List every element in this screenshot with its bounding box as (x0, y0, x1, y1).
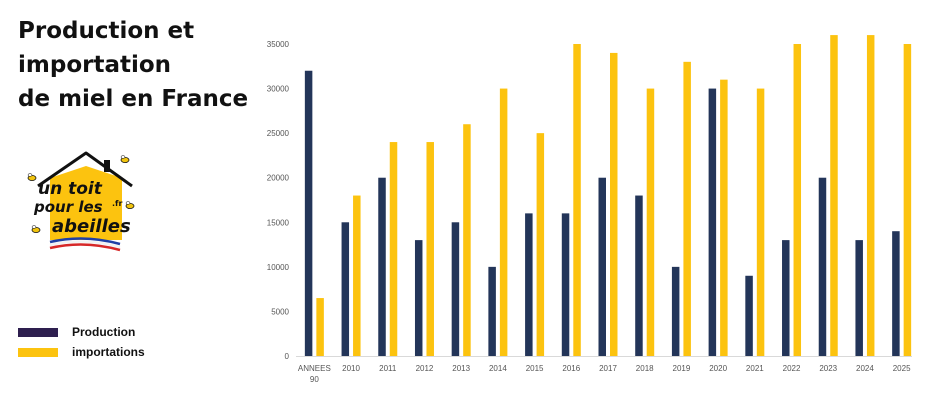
bar-production (304, 70, 313, 356)
bar-production (414, 240, 423, 356)
svg-text:un toit: un toit (38, 179, 103, 199)
y-tick-label: 10000 (267, 263, 290, 272)
x-tick-label: 2021 (746, 364, 764, 373)
x-tick-label: 2013 (452, 364, 470, 373)
x-tick-label: 2011 (379, 364, 397, 373)
chart-legend: Production importations (18, 322, 145, 362)
x-tick-label: 90 (310, 375, 319, 384)
bar-production (561, 213, 570, 356)
x-tick-label: ANNEES (298, 364, 331, 373)
bee-icon (31, 225, 41, 234)
y-tick-label: 35000 (267, 40, 290, 49)
x-tick-label: 2015 (526, 364, 544, 373)
legend-item-importations: importations (18, 342, 145, 362)
bar-importations (830, 35, 838, 356)
bar-importations (389, 142, 398, 356)
bar-production (855, 240, 863, 356)
bar-production (671, 266, 680, 356)
bee-icon (27, 173, 37, 181)
title-line-3: de miel en France (18, 86, 249, 112)
bar-importations (536, 133, 545, 356)
page-title: Production et importation de miel en Fra… (18, 14, 258, 116)
x-tick-label: 2016 (562, 364, 580, 373)
x-tick-label: 2022 (783, 364, 801, 373)
y-tick-label: 5000 (271, 307, 289, 316)
svg-text:.fr: .fr (112, 199, 123, 208)
title-line-2: importation (18, 52, 172, 78)
y-tick-label: 30000 (267, 85, 290, 94)
y-tick-label: 20000 (267, 174, 290, 183)
bar-importations (316, 298, 324, 356)
svg-text:pour les: pour les (33, 198, 103, 216)
legend-swatch-production (18, 327, 58, 337)
bar-importations (426, 142, 434, 356)
bar-production (745, 275, 753, 356)
y-tick-label: 15000 (267, 218, 290, 227)
bar-importations (463, 124, 471, 356)
x-tick-label: 2025 (893, 364, 911, 373)
x-tick-label: 2018 (636, 364, 654, 373)
legend-swatch-importations (18, 347, 58, 357)
bar-production (598, 177, 606, 356)
bar-importations (683, 61, 691, 356)
bar-importations (903, 44, 912, 356)
legend-item-production: Production (18, 322, 145, 342)
bar-importations (793, 44, 802, 356)
bar-production (451, 222, 460, 356)
x-tick-label: 2010 (342, 364, 360, 373)
y-tick-label: 0 (285, 352, 290, 361)
bar-production (892, 231, 900, 356)
bar-production (635, 195, 643, 356)
un-toit-pour-les-abeilles-logo: un toit pour les .fr abeilles (27, 151, 135, 252)
y-tick-label: 25000 (267, 129, 290, 138)
bar-importations (646, 88, 655, 357)
bar-importations (866, 35, 875, 356)
svg-text:abeilles: abeilles (52, 216, 131, 237)
x-tick-label: 2024 (856, 364, 874, 373)
bar-importations (720, 79, 728, 357)
bar-importations (573, 44, 581, 356)
x-tick-label: 2020 (709, 364, 727, 373)
legend-label-importations: importations (72, 345, 145, 359)
bar-importations (756, 88, 765, 357)
bee-icon (120, 155, 130, 163)
x-tick-label: 2023 (819, 364, 837, 373)
bar-production (378, 177, 386, 356)
x-tick-label: 2012 (416, 364, 434, 373)
bee-icon (125, 201, 135, 210)
bar-production (525, 213, 533, 356)
bar-importations (610, 52, 618, 357)
title-line-1: Production et (18, 18, 195, 44)
bar-production (782, 240, 790, 356)
x-tick-label: 2019 (673, 364, 691, 373)
x-tick-label: 2017 (599, 364, 617, 373)
bar-production (341, 222, 350, 356)
legend-label-production: Production (72, 325, 136, 339)
x-tick-label: 2014 (489, 364, 507, 373)
bar-importations (353, 195, 361, 356)
bar-production (818, 177, 827, 356)
bar-production (488, 266, 496, 356)
bar-importations (499, 88, 508, 357)
bar-production (708, 88, 717, 357)
